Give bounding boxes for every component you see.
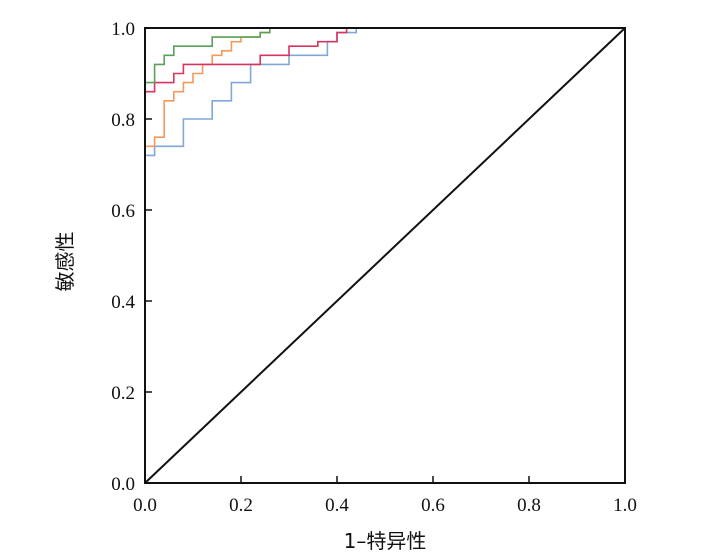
x-tick-label: 0.4 [325, 495, 349, 516]
y-tick-label: 0.6 [111, 201, 135, 222]
x-tick-label: 0.8 [517, 495, 541, 516]
x-tick-label: 0.2 [229, 495, 253, 516]
roc-curve-series-4 [144, 28, 271, 483]
ticks-layer: 0.0 0.2 0.4 0.6 0.8 1.0 0.0 0.2 0.4 0.6 0.8 1.0 [111, 19, 637, 516]
x-tick-label: 0.0 [133, 495, 157, 516]
x-tick-label: 1.0 [613, 495, 637, 516]
y-tick-label: 0.0 [111, 474, 135, 495]
x-axis-title: 1–特异性 [344, 529, 427, 553]
plot-frame [144, 27, 626, 484]
roc-curve-series-3 [144, 28, 348, 483]
y-tick-label: 1.0 [111, 19, 135, 40]
roc-curve-series-2 [144, 28, 271, 483]
y-axis-title: 敏感性 [53, 232, 77, 292]
y-tick-label: 0.8 [111, 110, 135, 131]
x-tick-label: 0.6 [421, 495, 445, 516]
reference-diagonal-line [144, 27, 626, 484]
y-tick-label: 0.4 [111, 292, 135, 313]
y-tick-label: 0.2 [111, 383, 135, 404]
roc-curve-series-1 [144, 28, 358, 483]
series-layer [144, 27, 626, 484]
